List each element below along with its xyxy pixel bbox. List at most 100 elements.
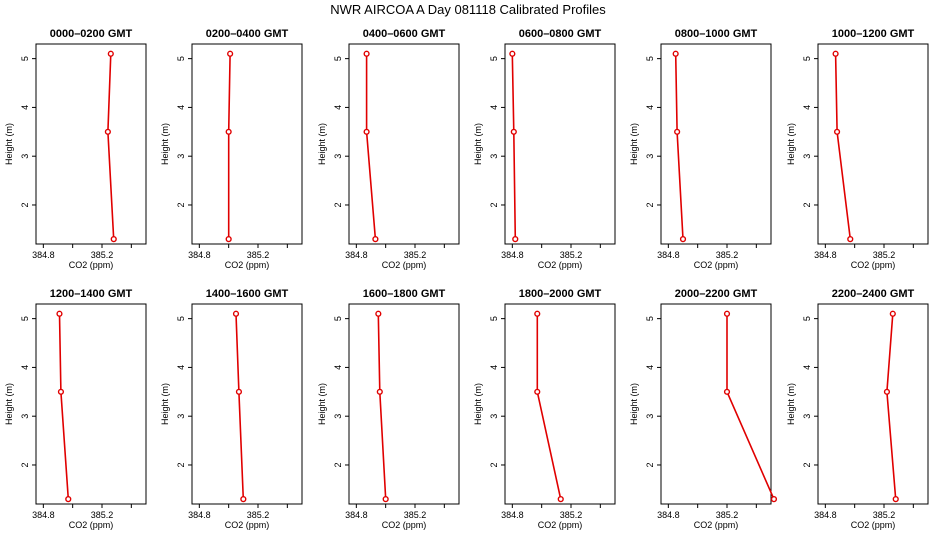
y-tick-label: 3 xyxy=(333,154,343,159)
data-point xyxy=(534,388,541,395)
data-point xyxy=(240,496,247,503)
plot-frame xyxy=(348,43,460,245)
panel-1: 0000–0200 GMT 384.8 385.2 2 3 4 5 CO2 (ppm) Heig… xyxy=(4,28,147,270)
profile-line xyxy=(511,53,517,240)
x-tick-label: 384.8 xyxy=(501,510,524,520)
y-tick-label: 4 xyxy=(20,105,30,110)
data-point xyxy=(723,388,731,395)
x-tick-label: 385.2 xyxy=(404,250,427,260)
panel-10: 1800–2000 GMT 384.8 385.2 2 3 4 5 CO2 (ppm) Heig… xyxy=(473,288,616,530)
data-point xyxy=(107,50,114,57)
y-tick-label: 4 xyxy=(802,365,812,370)
y-tick-label: 3 xyxy=(20,414,30,419)
y-tick-label: 4 xyxy=(176,365,186,370)
x-axis-label: CO2 (ppm) xyxy=(851,520,896,530)
plot-frame xyxy=(35,303,147,505)
y-axis-label: Height (m) xyxy=(629,383,639,425)
x-tick-label: 384.8 xyxy=(501,250,524,260)
y-axis-label: Height (m) xyxy=(317,123,327,165)
y-tick-label: 3 xyxy=(802,154,812,159)
panel-title: 2200–2400 GMT xyxy=(832,288,915,300)
panel-title: 1000–1200 GMT xyxy=(832,28,915,40)
plot-frame xyxy=(191,43,303,245)
data-point xyxy=(770,496,778,503)
x-tick-label: 385.2 xyxy=(91,510,114,520)
panel-title: 0200–0400 GMT xyxy=(206,28,289,40)
plot-frame xyxy=(348,303,460,505)
data-point xyxy=(723,310,731,317)
data-point xyxy=(65,496,72,503)
data-point xyxy=(56,310,63,317)
x-tick-label: 384.8 xyxy=(32,510,55,520)
profile-line xyxy=(886,313,897,500)
y-tick-label: 5 xyxy=(176,316,186,321)
data-point xyxy=(376,388,383,395)
x-tick-label: 384.8 xyxy=(188,510,211,520)
y-axis-label: Height (m) xyxy=(4,383,14,425)
y-axis-label: Height (m) xyxy=(473,123,483,165)
y-tick-label: 3 xyxy=(333,414,343,419)
panel-title: 0400–0600 GMT xyxy=(363,28,446,40)
data-point xyxy=(363,128,370,135)
plot-frame xyxy=(191,303,303,505)
data-point xyxy=(512,236,519,243)
y-tick-label: 3 xyxy=(645,154,655,159)
y-axis-label: Height (m) xyxy=(4,123,14,165)
panel-8: 1400–1600 GMT 384.8 385.2 2 3 4 5 CO2 (ppm) Heig… xyxy=(160,288,303,530)
x-tick-label: 384.8 xyxy=(814,250,837,260)
data-point xyxy=(534,310,541,317)
y-tick-label: 4 xyxy=(333,365,343,370)
y-tick-label: 5 xyxy=(489,56,499,61)
y-tick-label: 2 xyxy=(333,462,343,467)
profile-line xyxy=(365,53,377,240)
y-tick-label: 3 xyxy=(20,154,30,159)
profile-line xyxy=(235,313,245,500)
data-point xyxy=(889,310,896,317)
y-tick-label: 2 xyxy=(333,202,343,207)
panel-6: 1000–1200 GMT 384.8 385.2 2 3 4 5 CO2 (ppm) Heig… xyxy=(786,28,929,270)
profile-line xyxy=(834,53,852,240)
x-axis-label: CO2 (ppm) xyxy=(538,520,583,530)
y-tick-label: 4 xyxy=(645,365,655,370)
y-tick-label: 5 xyxy=(802,56,812,61)
x-axis-label: CO2 (ppm) xyxy=(538,260,583,270)
profile-line xyxy=(58,313,70,500)
y-tick-label: 4 xyxy=(176,105,186,110)
x-tick-label: 385.2 xyxy=(716,250,739,260)
x-tick-label: 385.2 xyxy=(873,510,896,520)
y-axis-label: Height (m) xyxy=(473,383,483,425)
panel-7: 1200–1400 GMT 384.8 385.2 2 3 4 5 CO2 (ppm) Heig… xyxy=(4,288,147,530)
x-tick-label: 385.2 xyxy=(716,510,739,520)
plot-frame xyxy=(817,43,929,245)
x-tick-label: 384.8 xyxy=(32,250,55,260)
x-tick-label: 384.8 xyxy=(345,250,368,260)
panel-title: 0000–0200 GMT xyxy=(50,28,133,40)
y-axis-label: Height (m) xyxy=(317,383,327,425)
y-tick-label: 2 xyxy=(176,202,186,207)
x-tick-label: 384.8 xyxy=(657,250,680,260)
x-tick-label: 384.8 xyxy=(814,510,837,520)
panel-title: 0600–0800 GMT xyxy=(519,28,602,40)
panel-3: 0400–0600 GMT 384.8 385.2 2 3 4 5 CO2 (ppm) Heig… xyxy=(317,28,460,270)
y-tick-label: 3 xyxy=(802,414,812,419)
y-tick-label: 4 xyxy=(20,365,30,370)
data-point xyxy=(892,496,899,503)
y-tick-label: 3 xyxy=(176,414,186,419)
y-tick-label: 4 xyxy=(489,105,499,110)
panel-title: 2000–2200 GMT xyxy=(675,288,758,300)
y-tick-label: 4 xyxy=(489,365,499,370)
panel-title: 1200–1400 GMT xyxy=(50,288,133,300)
plot-frame xyxy=(35,43,147,245)
data-point xyxy=(232,310,240,317)
data-point xyxy=(672,50,679,57)
panel-title: 0800–1000 GMT xyxy=(675,28,758,40)
data-point xyxy=(104,128,111,135)
x-axis-label: CO2 (ppm) xyxy=(225,520,270,530)
y-tick-label: 2 xyxy=(645,462,655,467)
profile-line xyxy=(674,53,684,240)
panel-11: 2000–2200 GMT 384.8 385.2 2 3 4 5 CO2 (ppm) Heig… xyxy=(629,288,778,530)
y-tick-label: 3 xyxy=(645,414,655,419)
data-point xyxy=(225,236,232,243)
y-tick-label: 5 xyxy=(802,316,812,321)
